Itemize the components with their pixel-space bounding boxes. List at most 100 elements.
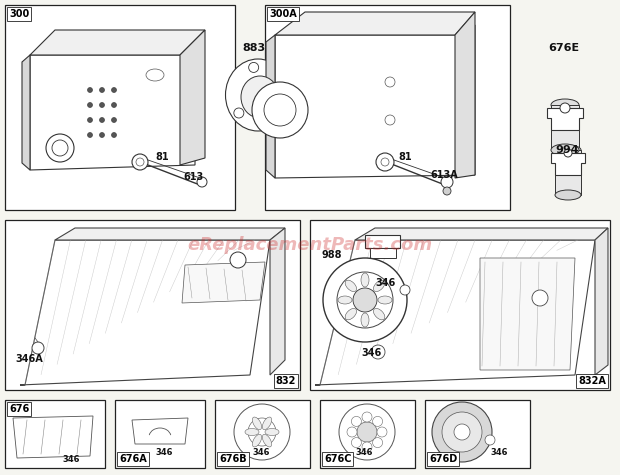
Ellipse shape: [555, 145, 581, 155]
Text: 676B: 676B: [219, 454, 247, 464]
Polygon shape: [13, 416, 93, 458]
Circle shape: [132, 154, 148, 170]
Circle shape: [99, 103, 105, 107]
Text: 676C: 676C: [324, 454, 352, 464]
Circle shape: [454, 424, 470, 440]
Circle shape: [112, 133, 117, 137]
Circle shape: [252, 82, 308, 138]
Polygon shape: [275, 12, 475, 35]
Circle shape: [353, 288, 377, 312]
Text: 994: 994: [555, 145, 578, 155]
Circle shape: [234, 404, 290, 460]
Text: 346: 346: [62, 455, 79, 464]
Text: 346A: 346A: [15, 354, 43, 364]
Ellipse shape: [262, 434, 272, 447]
Circle shape: [87, 133, 92, 137]
Circle shape: [400, 285, 410, 295]
Ellipse shape: [551, 99, 579, 111]
Circle shape: [443, 187, 451, 195]
Polygon shape: [551, 105, 579, 150]
Ellipse shape: [361, 273, 369, 287]
Polygon shape: [365, 235, 400, 248]
Polygon shape: [547, 108, 583, 130]
Circle shape: [352, 437, 361, 447]
Text: 346: 346: [355, 448, 373, 457]
Circle shape: [249, 62, 259, 72]
Polygon shape: [275, 25, 475, 178]
Ellipse shape: [252, 434, 262, 447]
Circle shape: [373, 437, 383, 447]
Polygon shape: [555, 150, 581, 195]
Polygon shape: [55, 228, 285, 240]
Circle shape: [112, 87, 117, 93]
Bar: [115, 400, 205, 468]
Circle shape: [339, 404, 395, 460]
Ellipse shape: [241, 76, 279, 118]
Polygon shape: [266, 35, 275, 178]
Circle shape: [441, 176, 453, 188]
Circle shape: [112, 103, 117, 107]
Circle shape: [197, 177, 207, 187]
Circle shape: [371, 345, 385, 359]
Polygon shape: [370, 248, 396, 258]
Circle shape: [560, 103, 570, 113]
Ellipse shape: [361, 313, 369, 327]
Circle shape: [532, 290, 548, 306]
Text: 300: 300: [9, 9, 29, 19]
Ellipse shape: [245, 428, 259, 436]
Circle shape: [381, 158, 389, 166]
Polygon shape: [455, 12, 475, 178]
Circle shape: [99, 133, 105, 137]
Bar: [5, 220, 300, 390]
Ellipse shape: [378, 296, 392, 304]
Circle shape: [234, 108, 244, 118]
Circle shape: [347, 427, 357, 437]
Polygon shape: [595, 228, 608, 375]
Ellipse shape: [373, 308, 385, 320]
Ellipse shape: [226, 59, 291, 131]
Circle shape: [385, 115, 395, 125]
Text: 676D: 676D: [429, 454, 458, 464]
Polygon shape: [30, 45, 195, 170]
Circle shape: [357, 422, 377, 442]
Polygon shape: [20, 240, 270, 385]
Text: 613A: 613A: [430, 170, 458, 180]
Text: 300A: 300A: [269, 9, 297, 19]
Ellipse shape: [146, 69, 164, 81]
Circle shape: [485, 435, 495, 445]
Polygon shape: [315, 240, 595, 385]
Text: 676E: 676E: [548, 43, 579, 53]
Bar: [5, 5, 235, 210]
Text: 346: 346: [375, 278, 396, 288]
Ellipse shape: [345, 280, 356, 292]
Circle shape: [337, 272, 393, 328]
Circle shape: [323, 258, 407, 342]
Circle shape: [99, 87, 105, 93]
Circle shape: [564, 149, 572, 157]
Polygon shape: [30, 30, 205, 55]
Circle shape: [87, 87, 92, 93]
Circle shape: [385, 77, 395, 87]
Circle shape: [248, 418, 276, 446]
Circle shape: [32, 342, 44, 354]
Ellipse shape: [555, 190, 581, 200]
Ellipse shape: [252, 417, 262, 430]
Circle shape: [99, 117, 105, 123]
Bar: [5, 400, 105, 468]
Ellipse shape: [262, 417, 272, 430]
Circle shape: [362, 442, 372, 452]
Bar: [310, 220, 610, 390]
Circle shape: [377, 427, 387, 437]
Circle shape: [432, 402, 492, 462]
Circle shape: [112, 117, 117, 123]
Polygon shape: [551, 153, 585, 175]
Polygon shape: [180, 30, 205, 165]
Polygon shape: [480, 258, 575, 370]
Circle shape: [136, 158, 144, 166]
Circle shape: [264, 94, 296, 126]
Text: 81: 81: [155, 152, 169, 162]
Circle shape: [442, 412, 482, 452]
Circle shape: [362, 412, 372, 422]
Circle shape: [52, 140, 68, 156]
Text: 832: 832: [276, 376, 296, 386]
